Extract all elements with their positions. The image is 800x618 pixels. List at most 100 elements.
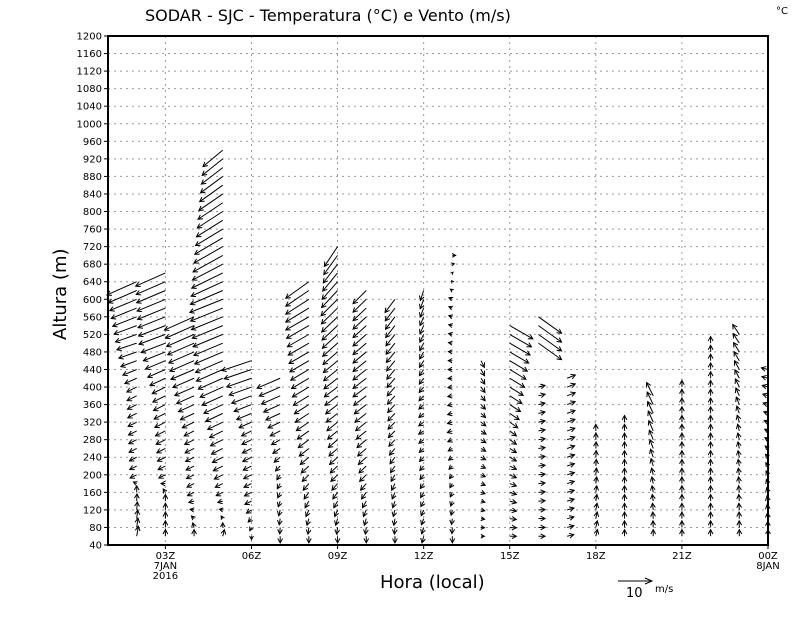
wind-vector	[650, 519, 656, 528]
vector-shaft	[166, 333, 195, 347]
vector-shaft	[329, 456, 338, 465]
wind-vector	[285, 325, 310, 339]
vector-arrowhead	[540, 445, 547, 451]
wind-vector	[650, 528, 657, 537]
wind-vector	[447, 305, 454, 311]
vector-shaft	[566, 454, 575, 458]
wind-vector	[146, 369, 166, 379]
vector-arrowhead	[448, 464, 454, 471]
vector-arrowhead	[526, 342, 533, 348]
vector-shaft	[352, 316, 367, 330]
vector-shaft	[358, 465, 367, 474]
vector-shaft	[538, 455, 546, 458]
vector-arrowhead	[352, 341, 359, 347]
vector-shaft	[651, 485, 654, 493]
vector-arrowhead	[358, 468, 364, 474]
vector-shaft	[738, 494, 740, 502]
vector-arrowhead	[540, 401, 547, 407]
wind-vector	[480, 498, 486, 504]
wind-vector	[352, 298, 367, 313]
vector-shaft	[734, 369, 740, 379]
wind-vector	[621, 502, 628, 510]
wind-vector	[735, 432, 742, 440]
wind-vector	[450, 271, 454, 275]
vector-shaft	[538, 482, 546, 485]
vector-arrowhead	[193, 249, 200, 255]
wind-vector	[136, 307, 166, 321]
wind-vector	[140, 342, 166, 354]
vector-arrowhead	[287, 350, 294, 356]
vector-shaft	[323, 255, 338, 275]
wind-vector	[449, 491, 455, 498]
vector-arrowhead	[190, 325, 197, 331]
vector-arrowhead	[523, 358, 530, 364]
wind-vector	[446, 384, 453, 390]
vector-arrowhead	[569, 488, 576, 495]
vector-shaft	[224, 369, 252, 380]
wind-vector	[479, 360, 486, 369]
vector-arrowhead	[707, 467, 714, 473]
vector-arrowhead	[298, 451, 305, 457]
vector-shaft	[154, 421, 166, 428]
vector-shaft	[352, 386, 367, 398]
vector-arrowhead	[679, 396, 685, 403]
vector-arrowhead	[106, 290, 113, 296]
wind-vector	[509, 351, 530, 364]
wind-vector	[218, 507, 224, 513]
vector-shaft	[509, 518, 517, 520]
vector-arrowhead	[480, 498, 486, 504]
vector-arrowhead	[762, 401, 769, 407]
vector-shaft	[651, 494, 654, 502]
vector-arrowhead	[734, 377, 740, 384]
vector-arrowhead	[284, 317, 291, 323]
y-tick-label: 760	[83, 225, 102, 236]
vector-shaft	[141, 342, 166, 353]
vector-shaft	[538, 429, 546, 432]
wind-vector	[480, 472, 487, 478]
vector-shaft	[648, 429, 654, 440]
vector-arrowhead	[233, 407, 240, 413]
wind-vector	[447, 358, 453, 364]
wind-vector	[538, 471, 547, 478]
vector-arrowhead	[707, 458, 714, 465]
vector-shaft	[126, 386, 137, 393]
vector-arrowhead	[511, 533, 518, 540]
vector-arrowhead	[511, 464, 518, 470]
wind-vector	[384, 316, 396, 330]
wind-vector	[185, 474, 195, 480]
vector-shaft	[323, 369, 338, 382]
vector-arrowhead	[556, 337, 563, 343]
wind-vector	[447, 375, 453, 381]
wind-vector	[191, 263, 224, 281]
vector-shaft	[167, 342, 195, 356]
vector-shaft	[761, 376, 769, 379]
vector-arrowhead	[418, 412, 424, 419]
vector-shaft	[354, 412, 367, 423]
y-tick-label: 280	[83, 435, 102, 446]
vector-arrowhead	[241, 440, 248, 446]
vector-shaft	[509, 342, 531, 356]
vector-shaft	[285, 316, 310, 331]
vector-shaft	[480, 369, 485, 376]
wind-vector	[566, 444, 576, 450]
wind-vector	[201, 158, 224, 177]
wind-vector	[121, 369, 137, 377]
vector-arrowhead	[391, 520, 398, 527]
vector-arrowhead	[328, 459, 335, 466]
wind-vector	[420, 527, 426, 535]
vector-arrowhead	[736, 502, 742, 509]
vector-shaft	[735, 396, 740, 405]
vector-shaft	[293, 395, 310, 406]
wind-vector	[328, 448, 338, 457]
wind-vector	[289, 369, 310, 381]
wind-vector	[509, 360, 529, 372]
vector-shaft	[304, 500, 310, 508]
vector-shaft	[192, 254, 224, 273]
wind-vector	[760, 366, 769, 372]
wind-vector	[108, 298, 137, 312]
vector-arrowhead	[354, 425, 361, 432]
wind-vector	[352, 395, 367, 407]
wind-vector	[384, 298, 396, 314]
vector-arrowhead	[326, 434, 333, 440]
vector-arrowhead	[450, 271, 454, 275]
